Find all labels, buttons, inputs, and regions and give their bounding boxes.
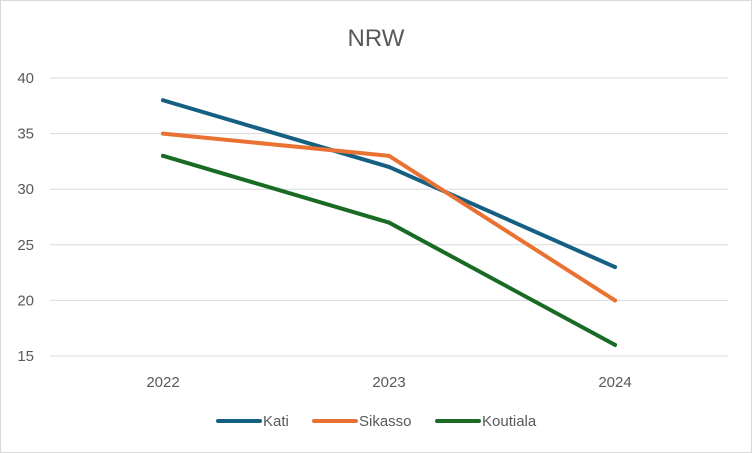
series-koutiala bbox=[161, 153, 617, 347]
y-tick-label: 40 bbox=[17, 70, 34, 87]
x-tick-label: 2024 bbox=[598, 374, 631, 391]
x-tick-label: 2022 bbox=[146, 374, 179, 391]
data-point bbox=[613, 298, 617, 303]
chart-title: NRW bbox=[348, 25, 405, 52]
legend-label: Koutiala bbox=[482, 413, 537, 430]
legend-item-kati: Kati bbox=[216, 413, 289, 430]
x-tick-label: 2023 bbox=[372, 374, 405, 391]
series-line bbox=[161, 131, 617, 303]
data-point bbox=[613, 342, 617, 347]
series-kati bbox=[161, 98, 617, 270]
y-tick-label: 20 bbox=[17, 292, 34, 309]
series-sikasso bbox=[161, 131, 617, 303]
series-line bbox=[161, 153, 617, 347]
legend-item-koutiala: Koutiala bbox=[435, 413, 537, 430]
data-point bbox=[387, 220, 391, 225]
data-point bbox=[613, 265, 617, 270]
legend-item-sikasso: Sikasso bbox=[312, 413, 412, 430]
data-point bbox=[387, 153, 391, 158]
legend-label: Kati bbox=[263, 413, 289, 430]
y-tick-label: 25 bbox=[17, 237, 34, 254]
y-tick-label: 30 bbox=[17, 181, 34, 198]
data-point bbox=[161, 98, 165, 103]
data-point bbox=[161, 153, 165, 158]
y-tick-label: 35 bbox=[17, 126, 34, 143]
series-line bbox=[161, 98, 617, 270]
data-point bbox=[161, 131, 165, 136]
y-tick-label: 15 bbox=[17, 348, 34, 365]
data-point bbox=[387, 164, 391, 169]
legend-label: Sikasso bbox=[359, 413, 412, 430]
